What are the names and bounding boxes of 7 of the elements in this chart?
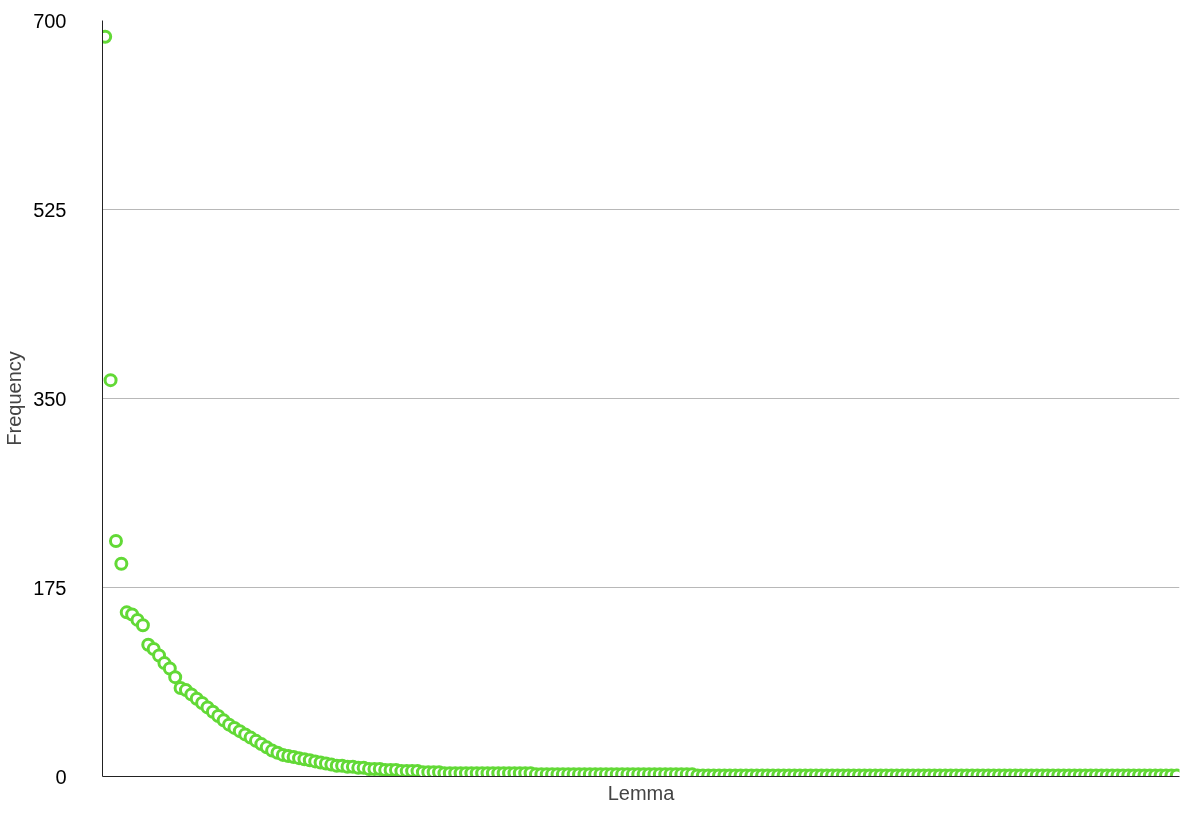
y-tick-label: 350 [33, 387, 67, 410]
y-tick-label: 175 [33, 576, 67, 599]
y-tick-label: 700 [33, 9, 67, 32]
x-axis-title: Lemma [607, 781, 676, 804]
y-tick-label: 525 [33, 198, 67, 221]
y-tick-label: 0 [55, 765, 67, 788]
y-axis-title: Frequency [3, 351, 26, 446]
